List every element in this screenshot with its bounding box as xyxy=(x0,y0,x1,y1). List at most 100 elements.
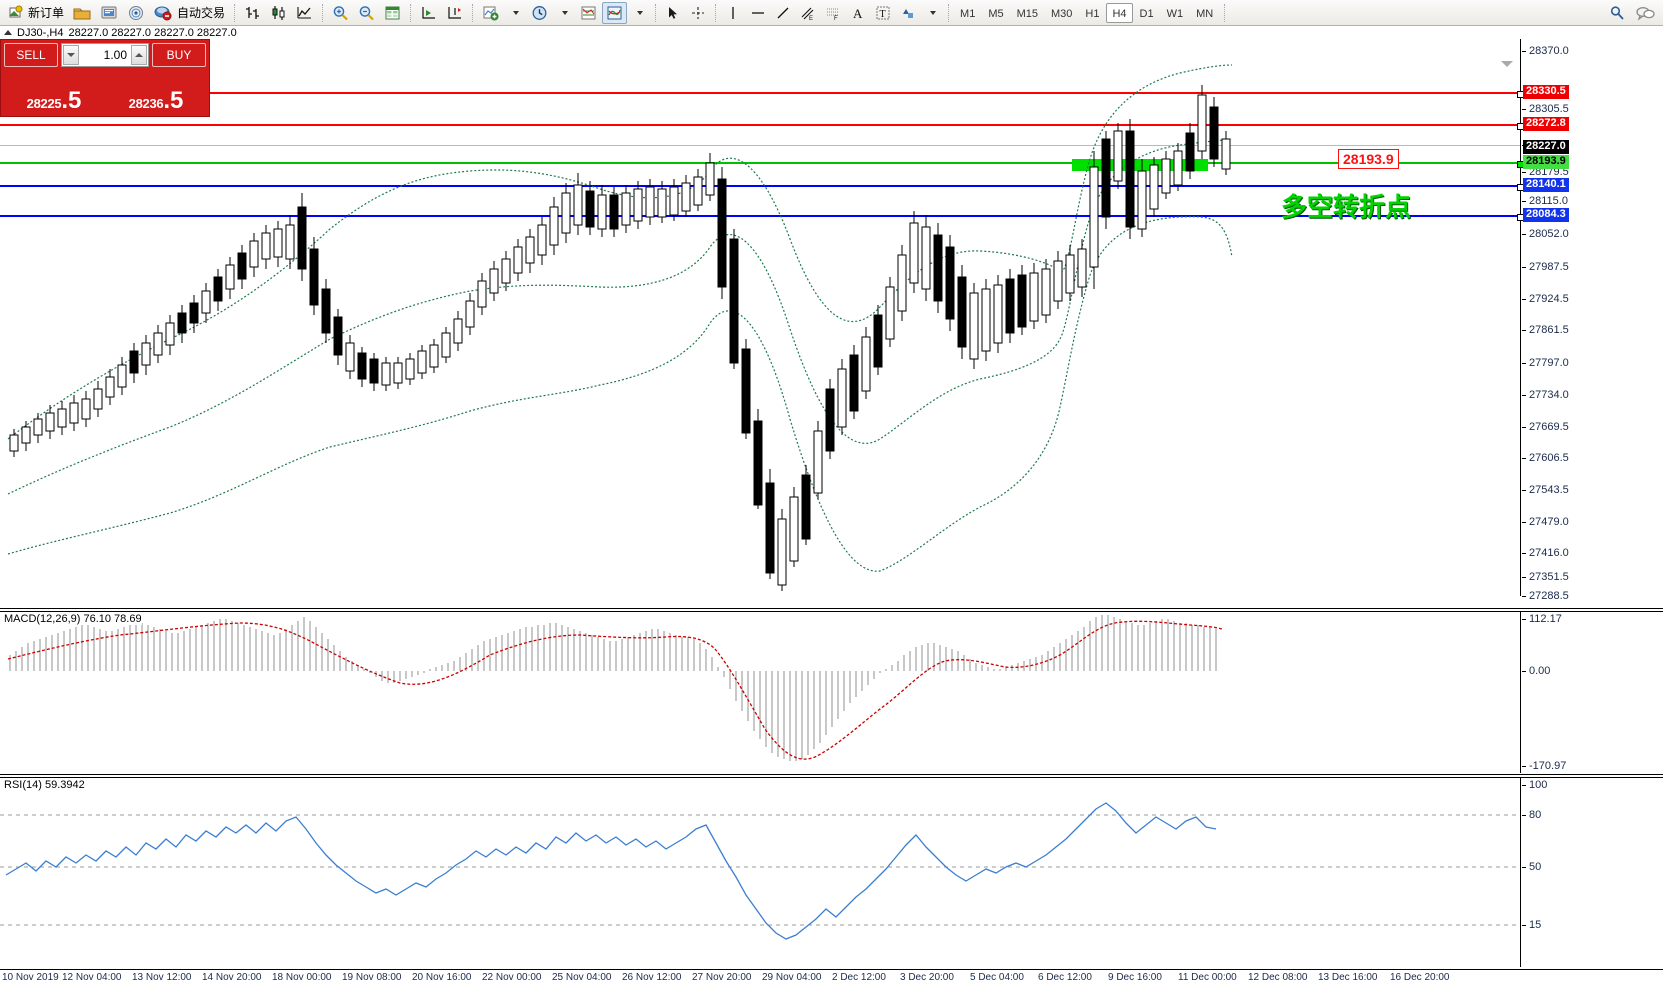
buy-button[interactable]: BUY xyxy=(152,43,206,67)
horizontal-line-icon xyxy=(752,11,765,14)
rsi-pane-divider-2 xyxy=(0,777,1663,778)
price-tick: 28242.5 xyxy=(1522,139,1663,151)
chart-template-dropdown[interactable] xyxy=(628,2,650,24)
shift-end-button[interactable] xyxy=(416,2,441,24)
one-click-trade-panel[interactable]: SELL 1.00 BUY 28225 .5 28236 .5 xyxy=(0,39,210,117)
volume-decrease-button[interactable] xyxy=(63,45,79,65)
candlestick-chart-button[interactable] xyxy=(266,2,291,24)
data-window-button[interactable] xyxy=(380,2,405,24)
macd-label: MACD(12,26,9) 76.10 78.69 xyxy=(4,613,142,625)
time-tick: 18 Nov 00:00 xyxy=(272,972,332,983)
chevron-down-icon xyxy=(637,10,644,15)
timeframe-h1[interactable]: H1 xyxy=(1085,7,1100,20)
crosshair-icon xyxy=(692,6,705,19)
vertical-line-tool[interactable] xyxy=(721,2,745,24)
zoom-in-button[interactable] xyxy=(328,2,353,24)
cursor-arrow-icon xyxy=(669,6,678,19)
rsi-label: RSI(14) 59.3942 xyxy=(4,779,85,791)
timeframe-h4[interactable]: H4 xyxy=(1106,2,1133,23)
chart-template-button[interactable] xyxy=(602,1,628,24)
time-tick: 5 Dec 04:00 xyxy=(970,972,1024,983)
zoom-out-button[interactable] xyxy=(354,2,379,24)
channel-icon: E xyxy=(801,7,814,21)
sell-price-box[interactable]: 28225 .5 xyxy=(4,70,104,113)
text-label-tool[interactable]: T xyxy=(871,2,895,24)
horizontal-line-tool[interactable] xyxy=(746,2,770,24)
macd-pane-divider-2 xyxy=(0,611,1663,612)
rsi-tick: 100 xyxy=(1522,779,1663,791)
time-tick: 14 Nov 20:00 xyxy=(202,972,262,983)
line-chart-icon xyxy=(297,6,312,19)
period-dropdown[interactable] xyxy=(553,2,575,24)
clock-icon xyxy=(532,5,547,20)
auto-trading-button[interactable]: 自动交易 xyxy=(150,2,229,24)
chart-stage[interactable]: 28370.0 28305.5 28242.5 28179.5 28115.0 … xyxy=(0,39,1663,987)
toolbar-separator-5 xyxy=(655,3,657,22)
timeframe-m1[interactable]: M1 xyxy=(960,7,976,20)
add-indicator-button[interactable] xyxy=(478,2,503,24)
price-scale[interactable]: 28370.0 28305.5 28242.5 28179.5 28115.0 … xyxy=(1520,39,1663,602)
shapes-dropdown[interactable] xyxy=(921,2,943,24)
auto-scroll-icon xyxy=(448,6,462,19)
fibonacci-tool[interactable]: F xyxy=(821,2,845,24)
bar-chart-button[interactable] xyxy=(240,2,265,24)
rsi-scale: 100 80 50 15 xyxy=(1520,777,1663,967)
price-tick: 27351.5 xyxy=(1522,571,1663,583)
period-button[interactable] xyxy=(527,2,552,24)
timeframe-m5[interactable]: M5 xyxy=(988,7,1004,20)
crosshair-tool-button[interactable] xyxy=(686,2,710,24)
price-tick: 27606.5 xyxy=(1522,452,1663,464)
signal-radar-icon xyxy=(129,5,144,20)
svg-text:A: A xyxy=(853,6,863,21)
pending-orders-button[interactable] xyxy=(69,2,95,24)
timeframe-d1[interactable]: D1 xyxy=(1139,7,1154,20)
chinese-note-annotation[interactable]: 多空转折点 xyxy=(1281,193,1412,223)
shapes-icon xyxy=(903,8,914,18)
cursor-tool-button[interactable] xyxy=(661,2,685,24)
timeframe-m30[interactable]: M30 xyxy=(1051,7,1073,20)
timeframe-m15[interactable]: M15 xyxy=(1016,7,1038,20)
equidistant-channel-tool[interactable]: E xyxy=(796,2,820,24)
templates-button[interactable] xyxy=(576,2,601,24)
symbol-ohlc: 28227.0 28227.0 28227.0 28227.0 xyxy=(68,26,237,39)
collapse-triangle-icon[interactable] xyxy=(4,30,12,35)
new-order-button[interactable]: 新订单 xyxy=(4,2,68,24)
volume-increase-button[interactable] xyxy=(131,45,147,65)
timeframe-w1[interactable]: W1 xyxy=(1166,7,1184,20)
sell-button[interactable]: SELL xyxy=(4,43,58,67)
folder-icon xyxy=(73,8,91,19)
price-tick: 27288.5 xyxy=(1522,590,1663,602)
text-tool[interactable]: A xyxy=(846,2,870,24)
time-tick: 27 Nov 20:00 xyxy=(692,972,752,983)
time-tick: 13 Dec 16:00 xyxy=(1318,972,1378,983)
toolbar-separator-3 xyxy=(410,3,412,22)
time-axis[interactable]: 10 Nov 2019 12 Nov 04:00 13 Nov 12:00 14… xyxy=(0,972,1663,987)
svg-text:T: T xyxy=(880,9,886,20)
toolbar-separator-8 xyxy=(1224,3,1226,22)
toolbar-separator-1 xyxy=(234,3,236,22)
terminal-button[interactable] xyxy=(96,2,122,24)
time-tick: 9 Dec 16:00 xyxy=(1108,972,1162,983)
time-tick: 3 Dec 20:00 xyxy=(900,972,954,983)
search-button[interactable] xyxy=(1609,5,1625,21)
signals-button[interactable] xyxy=(123,2,149,24)
macd-tick: 112.17 xyxy=(1522,613,1663,625)
line-chart-button[interactable] xyxy=(292,2,317,24)
add-indicator-dropdown[interactable] xyxy=(504,2,526,24)
candlestick-series xyxy=(9,85,1231,591)
chevron-down-icon xyxy=(930,10,937,15)
buy-price-box[interactable]: 28236 .5 xyxy=(106,70,206,113)
volume-value[interactable]: 1.00 xyxy=(103,48,127,62)
price-tick: 28052.0 xyxy=(1522,228,1663,240)
trendline-tool[interactable] xyxy=(771,2,795,24)
shapes-tool[interactable] xyxy=(896,2,920,24)
chat-button[interactable] xyxy=(1635,5,1655,21)
time-tick: 6 Dec 12:00 xyxy=(1038,972,1092,983)
auto-scroll-button[interactable] xyxy=(442,2,467,24)
symbol-name: DJ30-,H4 xyxy=(17,26,64,39)
price-tick: 27734.0 xyxy=(1522,389,1663,401)
price-callout-annotation[interactable]: 28193.9 xyxy=(1338,149,1399,169)
timeframe-mn[interactable]: MN xyxy=(1196,7,1214,20)
price-tick: 28370.0 xyxy=(1522,45,1663,57)
volume-stepper[interactable]: 1.00 xyxy=(61,43,149,67)
